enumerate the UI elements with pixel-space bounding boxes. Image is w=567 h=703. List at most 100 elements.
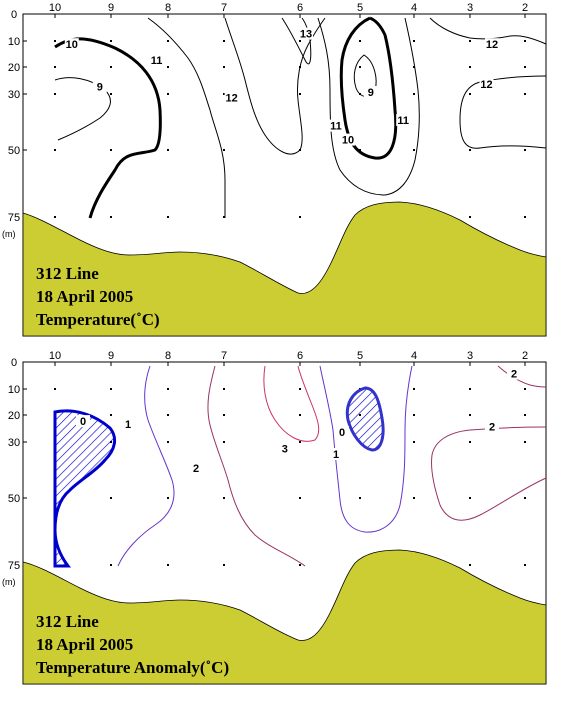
- contour-12-center: [224, 17, 326, 155]
- y-unit-label: (m): [2, 577, 16, 587]
- contour-1-center: [319, 365, 413, 533]
- sample-point: [223, 149, 225, 151]
- sample-point: [413, 388, 415, 390]
- contour-label: 11: [397, 115, 409, 127]
- y-tick-label: 10: [8, 384, 20, 396]
- contour-11-center: [317, 17, 420, 196]
- contour-label-bg: [277, 442, 292, 455]
- sample-point: [413, 149, 415, 151]
- x-tick-label: 7: [221, 350, 227, 362]
- caption-line-1: 312 Line: [36, 612, 99, 631]
- contour-label: 2: [489, 422, 495, 434]
- y-axis-ticks: 0 10 20 30 50 75: [8, 9, 27, 224]
- contour-label: 13: [300, 29, 312, 41]
- x-tick-label: 4: [411, 350, 417, 362]
- y-tick-label: 50: [8, 493, 20, 505]
- sample-point: [110, 93, 112, 95]
- sample-point: [223, 564, 225, 566]
- contour-label: 0: [339, 427, 345, 439]
- contour-label: 2: [193, 463, 199, 475]
- contour-label: 9: [368, 87, 374, 99]
- sample-point: [299, 497, 301, 499]
- anomaly-contours: [53, 365, 547, 568]
- sample-point: [54, 216, 56, 218]
- sample-point: [167, 497, 169, 499]
- contour-label: 9: [97, 82, 103, 94]
- contour-9-west: [54, 77, 111, 141]
- sample-point: [469, 40, 471, 42]
- caption-line-2: 18 April 2005: [36, 287, 133, 306]
- contour-10-west: [54, 37, 162, 219]
- contour-label: 11: [151, 55, 163, 67]
- y-tick-label: 10: [8, 36, 20, 48]
- seabed: [22, 549, 547, 685]
- sample-point: [167, 388, 169, 390]
- sample-point: [524, 441, 526, 443]
- sample-point: [223, 216, 225, 218]
- contour-label-bg: [224, 91, 239, 104]
- sample-point: [110, 149, 112, 151]
- x-tick-label: 7: [221, 2, 227, 14]
- contour-label-bg: [64, 38, 79, 51]
- sample-point: [223, 40, 225, 42]
- contour-label: 1: [125, 419, 131, 431]
- x-axis-ticks: 10 9 8 7 6 5 4 3 2: [49, 350, 528, 366]
- sample-point: [167, 66, 169, 68]
- contour-label: 0: [80, 416, 86, 428]
- sample-point: [524, 497, 526, 499]
- sample-point: [469, 564, 471, 566]
- sample-point: [299, 388, 301, 390]
- y-tick-label: 0: [11, 357, 17, 369]
- x-tick-label: 5: [357, 2, 363, 14]
- sample-point: [167, 564, 169, 566]
- x-axis-ticks: 10 9 8 7 6 5 4 3 2: [49, 2, 528, 18]
- sample-point: [469, 93, 471, 95]
- sample-point: [413, 414, 415, 416]
- sample-point: [223, 388, 225, 390]
- contour-label-bg: [92, 80, 107, 93]
- x-tick-label: 2: [522, 350, 528, 362]
- contour-label-bg: [363, 86, 378, 98]
- sample-point: [469, 497, 471, 499]
- contour-label-bg: [507, 367, 521, 380]
- x-tick-label: 4: [411, 2, 417, 14]
- sample-point: [524, 216, 526, 218]
- sample-point: [110, 564, 112, 566]
- contour-label-bg: [329, 448, 343, 460]
- sample-point: [299, 564, 301, 566]
- x-tick-label: 10: [49, 350, 61, 362]
- sample-point: [167, 216, 169, 218]
- sample-point: [223, 497, 225, 499]
- x-tick-label: 5: [357, 350, 363, 362]
- contour-label: 2: [511, 369, 517, 381]
- sample-point: [110, 388, 112, 390]
- sample-point: [110, 216, 112, 218]
- sample-point: [413, 441, 415, 443]
- sample-point: [110, 66, 112, 68]
- sample-point: [299, 93, 301, 95]
- y-axis-ticks: 0 10 20 30 50 75: [8, 357, 27, 572]
- sample-point: [524, 93, 526, 95]
- sample-point: [413, 40, 415, 42]
- sample-point: [167, 40, 169, 42]
- sample-point: [359, 66, 361, 68]
- x-tick-label: 6: [297, 2, 303, 14]
- negative-region-east: [345, 386, 385, 452]
- x-tick-label: 9: [108, 350, 114, 362]
- sample-point: [524, 388, 526, 390]
- contour-label: 12: [486, 39, 498, 51]
- contour-label-bg: [189, 462, 203, 474]
- contour-label-bg: [341, 133, 355, 146]
- contour-label-bg: [299, 27, 313, 40]
- contour-2-east-lower: [431, 426, 547, 521]
- panel-caption: 312 Line 18 April 2005 Temperature(˚C): [36, 264, 160, 329]
- sample-point: [469, 149, 471, 151]
- y-tick-label: 75: [8, 212, 20, 224]
- sample-point: [54, 149, 56, 151]
- seabed: [22, 201, 547, 337]
- sample-point: [413, 66, 415, 68]
